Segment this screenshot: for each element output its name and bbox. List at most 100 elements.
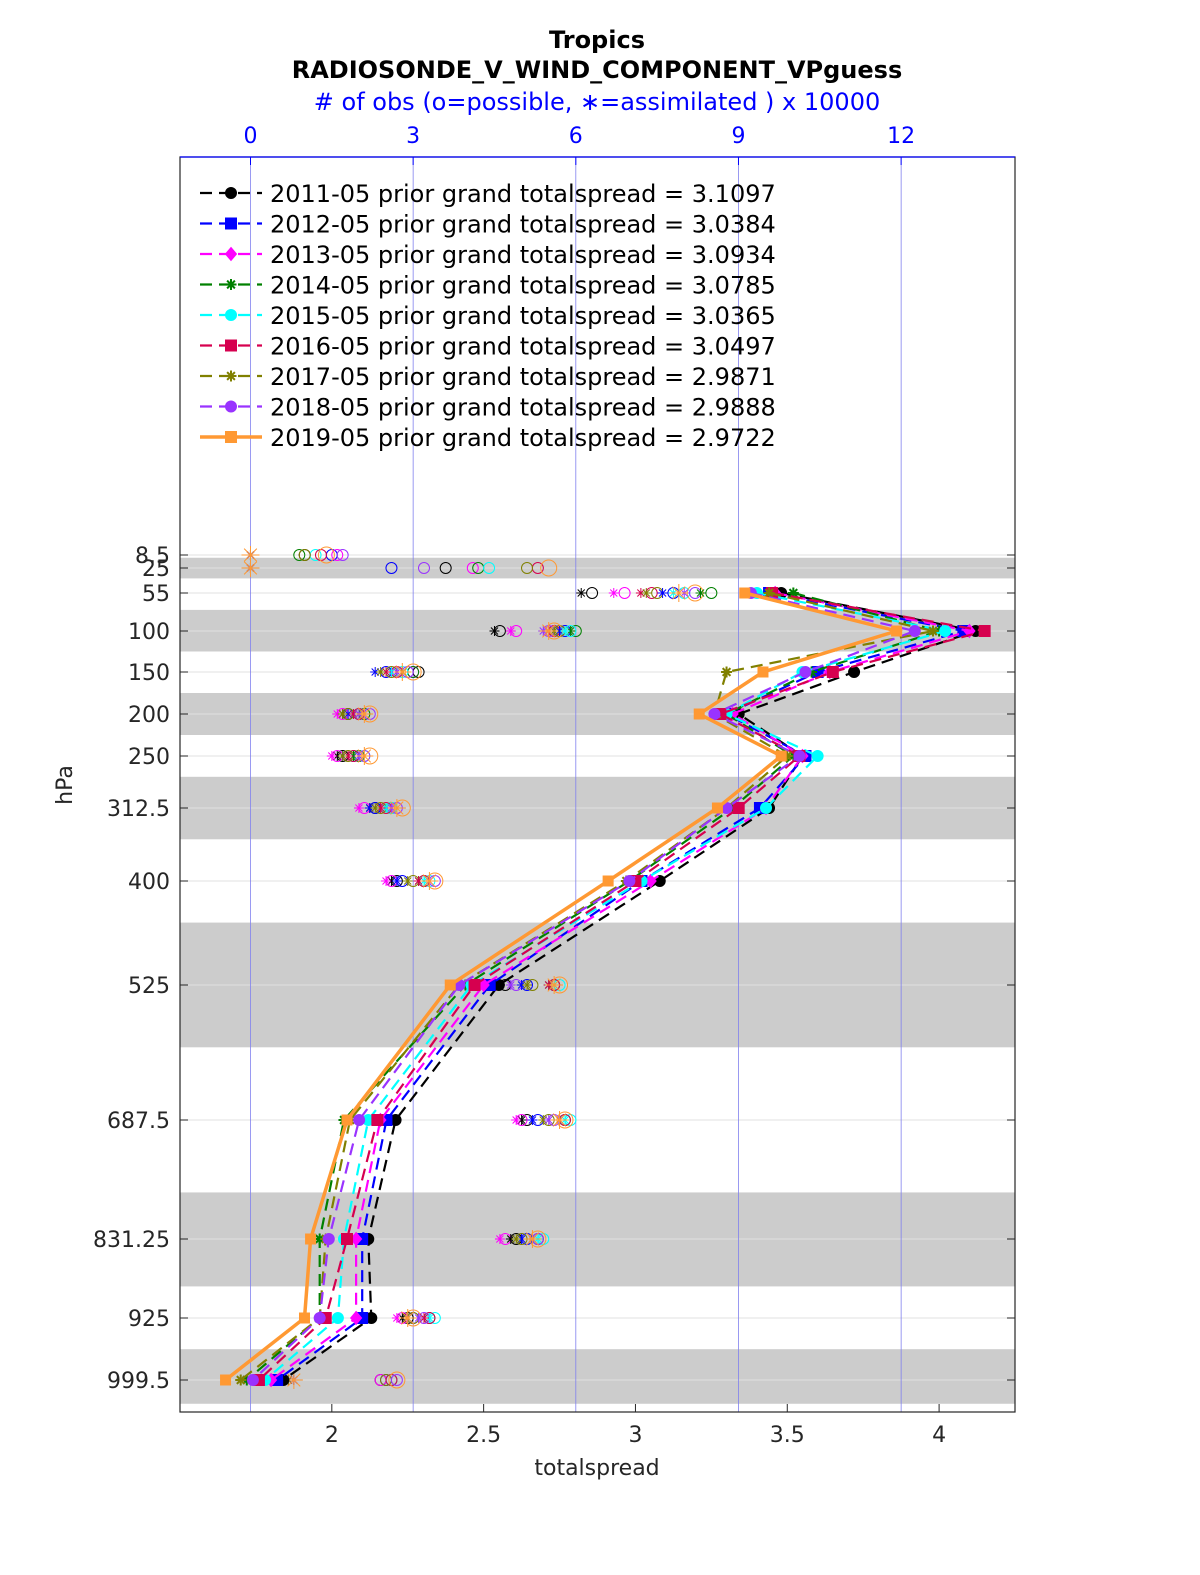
- legend-label-2011-05: 2011-05 prior grand totalspread = 3.1097: [270, 180, 776, 208]
- series-point-2017-05: [721, 666, 733, 678]
- legend-marker-2013-05: [224, 246, 238, 262]
- obs-assimilated-mark: [381, 876, 392, 886]
- x-tick-label: 3: [628, 1423, 642, 1448]
- obs-possible-mark: [385, 562, 398, 574]
- legend-marker-2018-05: [225, 400, 237, 413]
- series-line-2018-05: [252, 591, 919, 1381]
- obs-assimilated-mark: [375, 803, 386, 813]
- top-tick-label: 3: [406, 124, 420, 149]
- legend-marker-2019-05: [225, 431, 237, 443]
- obs-possible-mark: [483, 562, 496, 574]
- obs-assimilated-mark: [353, 803, 364, 813]
- obs-assimilated-mark: [386, 667, 397, 677]
- series-point-2015-05: [760, 802, 773, 814]
- series-point-2017-05: [235, 1374, 247, 1386]
- series-point-2014-05: [787, 587, 799, 599]
- obs-assimilated-mark: [695, 588, 706, 598]
- y-tick-label: 400: [128, 870, 170, 895]
- obs-assimilated-mark: [381, 803, 392, 813]
- obs-assimilated-mark: [522, 980, 533, 990]
- obs-assimilated-mark: [391, 1313, 402, 1323]
- legend-label-2019-05: 2019-05 prior grand totalspread = 2.9722: [270, 424, 776, 452]
- legend-label-2013-05: 2013-05 prior grand totalspread = 3.0934: [270, 241, 776, 269]
- obs-assimilated-mark: [332, 751, 343, 761]
- obs-assimilated-mark: [511, 1234, 522, 1244]
- obs-assimilated-mark: [669, 584, 688, 602]
- y-tick-label: 999.5: [107, 1369, 170, 1394]
- obs-assimilated-mark: [554, 626, 565, 636]
- series-point-2014-05: [727, 802, 739, 814]
- y-axis-label: hPa: [53, 765, 78, 805]
- series-point-2018-05: [908, 625, 921, 637]
- series-point-2014-05: [787, 750, 799, 762]
- y-tick-label: 312.5: [107, 797, 170, 822]
- shaded-band: [180, 1349, 1015, 1404]
- series-point-2016-05: [341, 1233, 353, 1245]
- series-point-2018-05: [793, 750, 806, 762]
- series-point-2019-05: [602, 875, 614, 887]
- series-point-2018-05: [313, 1312, 326, 1324]
- obs-assimilated-mark: [576, 588, 587, 598]
- series-point-2017-05: [927, 625, 939, 637]
- obs-possible-mark: [439, 562, 452, 574]
- series-point-2019-05: [220, 1374, 232, 1386]
- series-point-2016-05: [826, 666, 839, 678]
- x-tick-label: 3.5: [770, 1423, 805, 1448]
- y-tick-label: 925: [128, 1307, 170, 1332]
- series-point-2014-05: [314, 1233, 326, 1245]
- obs-assimilated-mark: [284, 1371, 303, 1389]
- top-tick-label: 0: [243, 124, 257, 149]
- series-point-2016-05: [978, 625, 991, 637]
- obs-assimilated-mark: [657, 588, 668, 598]
- y-tick-label: 25: [142, 557, 170, 582]
- obs-assimilated-mark: [337, 709, 348, 719]
- obs-assimilated-mark: [420, 872, 439, 890]
- legend-marker-2012-05: [225, 217, 237, 230]
- legend-label-2016-05: 2016-05 prior grand totalspread = 3.0497: [270, 333, 776, 361]
- obs-assimilated-mark: [337, 751, 348, 761]
- obs-assimilated-mark: [559, 626, 570, 636]
- obs-assimilated-mark: [489, 626, 500, 636]
- y-tick-label: 525: [128, 974, 170, 999]
- series-point-2019-05: [775, 750, 787, 762]
- series-point-2018-05: [353, 1114, 366, 1126]
- legend-label-2017-05: 2017-05 prior grand totalspread = 2.9871: [270, 363, 776, 391]
- obs-assimilated-mark: [364, 803, 375, 813]
- series-point-2015-05: [331, 1312, 344, 1324]
- legend-marker-2015-05: [225, 309, 237, 321]
- x-tick-label: 2.5: [466, 1423, 501, 1448]
- obs-possible-mark: [417, 562, 430, 574]
- x-tick-label: 2: [325, 1423, 339, 1448]
- series-point-2016-05: [732, 802, 745, 814]
- y-tick-label: 100: [128, 620, 170, 645]
- obs-assimilated-mark: [343, 751, 354, 761]
- obs-assimilated-mark: [343, 709, 354, 719]
- obs-assimilated-mark: [635, 588, 646, 598]
- obs-assimilated-mark: [543, 1115, 554, 1125]
- obs-possible-mark: [586, 587, 599, 599]
- obs-assimilated-mark: [241, 546, 260, 564]
- series-point-2017-05: [763, 587, 775, 599]
- series-point-2018-05: [799, 666, 812, 678]
- obs-assimilated-mark: [402, 876, 413, 886]
- series-point-2019-05: [298, 1312, 310, 1324]
- obs-possible-mark: [521, 562, 534, 574]
- obs-possible-mark: [336, 549, 349, 561]
- obs-assimilated-mark: [516, 1115, 527, 1125]
- y-tick-label: 831.25: [93, 1228, 170, 1253]
- obs-assimilated-mark: [641, 588, 652, 598]
- series-point-2019-05: [757, 666, 769, 678]
- obs-assimilated-mark: [355, 705, 374, 723]
- series-line-2012-05: [276, 591, 964, 1381]
- top-tick-label: 9: [731, 124, 745, 149]
- obs-assimilated-mark: [608, 588, 619, 598]
- series-point-2019-05: [305, 1233, 317, 1245]
- series-point-2018-05: [322, 1233, 335, 1245]
- obs-possible-mark: [317, 546, 335, 564]
- y-tick-label: 55: [142, 582, 170, 607]
- series-point-2013-05: [349, 1310, 363, 1326]
- series-point-2019-05: [739, 587, 751, 599]
- obs-possible-mark: [331, 549, 344, 561]
